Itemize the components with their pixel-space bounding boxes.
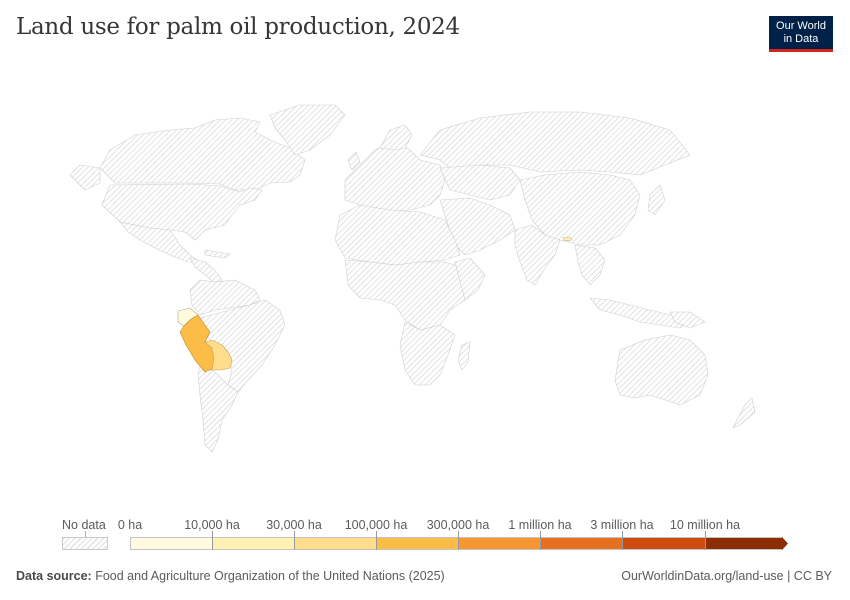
legend-no-data-swatch[interactable] — [62, 537, 108, 550]
country-new-zealand — [732, 397, 756, 429]
country-bhutan — [562, 236, 573, 242]
chart-title: Land use for palm oil production, 2024 — [16, 14, 460, 40]
country-bolivia — [204, 339, 233, 371]
legend-bin-4[interactable] — [458, 537, 540, 550]
data-source-label: Data source: — [16, 569, 92, 583]
legend-label-7: 10 million ha — [669, 518, 741, 532]
owid-logo[interactable]: Our World in Data — [769, 16, 833, 52]
legend-no-data-label: No data — [62, 518, 106, 532]
data-source-text: Food and Agriculture Organization of the… — [91, 569, 445, 583]
data-source: Data source: Food and Agriculture Organi… — [16, 569, 445, 583]
country-japan — [647, 184, 666, 216]
country-southern-africa — [399, 321, 456, 386]
legend-label-2: 30,000 ha — [266, 518, 322, 532]
country-central-america — [189, 257, 223, 284]
country-cuba — [204, 249, 231, 259]
country-russia — [419, 111, 691, 176]
legend-tick — [212, 531, 213, 550]
legend-label-5: 1 million ha — [508, 518, 572, 532]
legend-bin-3[interactable] — [376, 537, 458, 550]
country-colombia-venezuela — [189, 279, 261, 316]
country-greenland — [269, 104, 346, 156]
legend-tick — [376, 531, 377, 550]
legend: No data 0 ha 10,000 ha 30,000 ha 100,000… — [0, 515, 850, 555]
legend-label-3: 100,000 ha — [344, 518, 408, 532]
logo-line-2: in Data — [783, 33, 819, 45]
country-west-central-africa — [344, 259, 479, 331]
country-east-africa — [454, 257, 486, 301]
legend-bin-1[interactable] — [212, 537, 294, 550]
legend-bin-2[interactable] — [294, 537, 376, 550]
country-alaska — [69, 164, 101, 191]
legend-tick-no-data — [85, 531, 86, 537]
country-north-africa — [334, 204, 461, 266]
country-argentina-chile — [197, 364, 239, 453]
country-china — [519, 171, 641, 246]
legend-bin-7[interactable] — [705, 537, 783, 550]
country-central-asia — [439, 164, 521, 201]
country-canada — [99, 117, 306, 191]
legend-label-0: 0 ha — [117, 518, 143, 532]
country-india — [514, 224, 561, 286]
world-map[interactable] — [0, 70, 850, 500]
logo-line-1: Our World — [776, 20, 826, 32]
country-australia — [614, 334, 709, 406]
legend-tick — [540, 531, 541, 550]
source-link[interactable]: OurWorldinData.org/land-use | CC BY — [621, 569, 832, 583]
legend-bin-5[interactable] — [540, 537, 622, 550]
legend-tick — [622, 531, 623, 550]
legend-tick — [294, 531, 295, 550]
legend-label-6: 3 million ha — [590, 518, 654, 532]
legend-tick — [458, 531, 459, 550]
country-madagascar — [457, 341, 471, 371]
legend-arrow-icon — [782, 537, 788, 550]
legend-label-4: 300,000 ha — [426, 518, 490, 532]
legend-bin-6[interactable] — [622, 537, 705, 550]
country-papua — [669, 311, 706, 329]
legend-tick — [705, 531, 706, 550]
country-uk — [347, 151, 361, 171]
legend-label-1: 10,000 ha — [184, 518, 240, 532]
country-usa — [101, 183, 263, 241]
country-southeast-asia — [574, 244, 606, 286]
country-scandinavia — [379, 124, 413, 151]
legend-bin-0[interactable] — [130, 537, 212, 550]
